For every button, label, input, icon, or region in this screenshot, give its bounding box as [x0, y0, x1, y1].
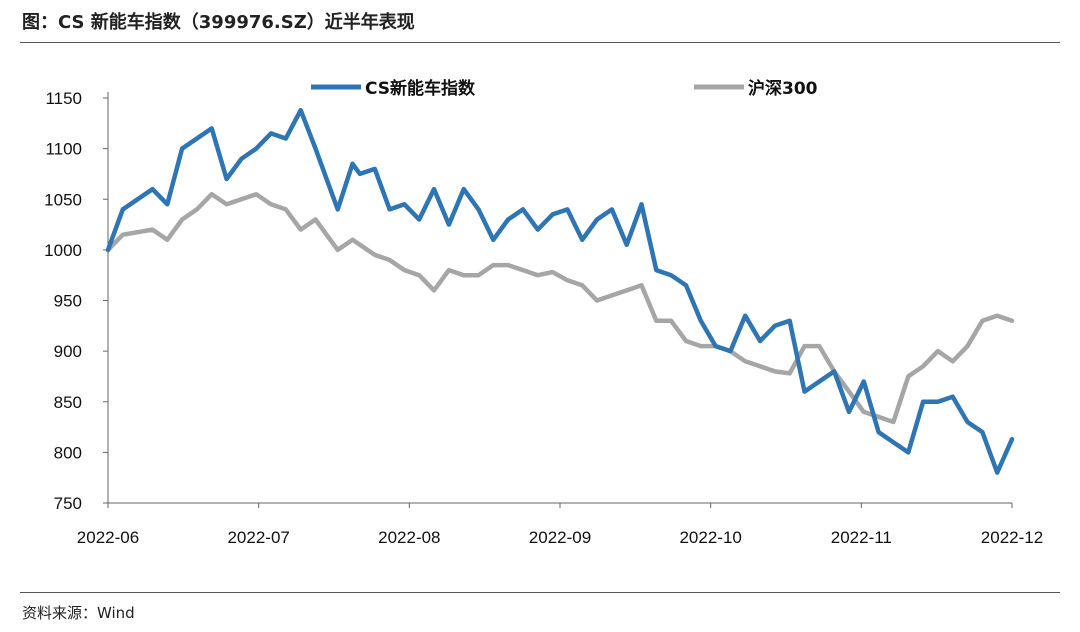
- x-tick-label: 2022-10: [679, 528, 741, 547]
- series-layer: [105, 107, 1015, 475]
- legend-item-csi300-label: 沪深300: [748, 78, 818, 99]
- series-line-cs-nev-index: [105, 107, 1015, 475]
- y-tick-label: 950: [54, 292, 82, 311]
- series-line-csi300: [105, 191, 1015, 425]
- x-tick-label: 2022-12: [981, 528, 1043, 547]
- y-tick-label: 900: [54, 342, 82, 361]
- top-divider: [20, 42, 1060, 43]
- x-tick-label: 2022-11: [831, 528, 892, 547]
- legend-item-cs-nev-index-label: CS新能车指数: [365, 78, 476, 99]
- legend: CS新能车指数 沪深300: [311, 78, 818, 99]
- x-tick-label: 2022-08: [378, 528, 440, 547]
- x-tick-label: 2022-07: [227, 528, 289, 547]
- y-tick-label: 850: [54, 393, 82, 412]
- y-tick-label: 1050: [44, 190, 82, 209]
- y-tick-label: 800: [54, 443, 82, 462]
- y-tick-label: 1000: [44, 241, 82, 260]
- axes: 750 800 850 900 950 1000 1050 1100 1150 2022-06 20…: [44, 89, 1043, 547]
- x-tick-label: 2022-06: [77, 528, 139, 547]
- y-tick-label: 1100: [45, 140, 82, 159]
- y-tick-label: 750: [54, 494, 82, 513]
- chart-title: 图：CS 新能车指数（399976.SZ）近半年表现: [22, 12, 415, 33]
- y-tick-label: 1150: [45, 89, 82, 108]
- x-tick-label: 2022-09: [529, 528, 591, 547]
- bottom-divider: [20, 592, 1060, 593]
- source-note: 资料来源：Wind: [22, 604, 135, 622]
